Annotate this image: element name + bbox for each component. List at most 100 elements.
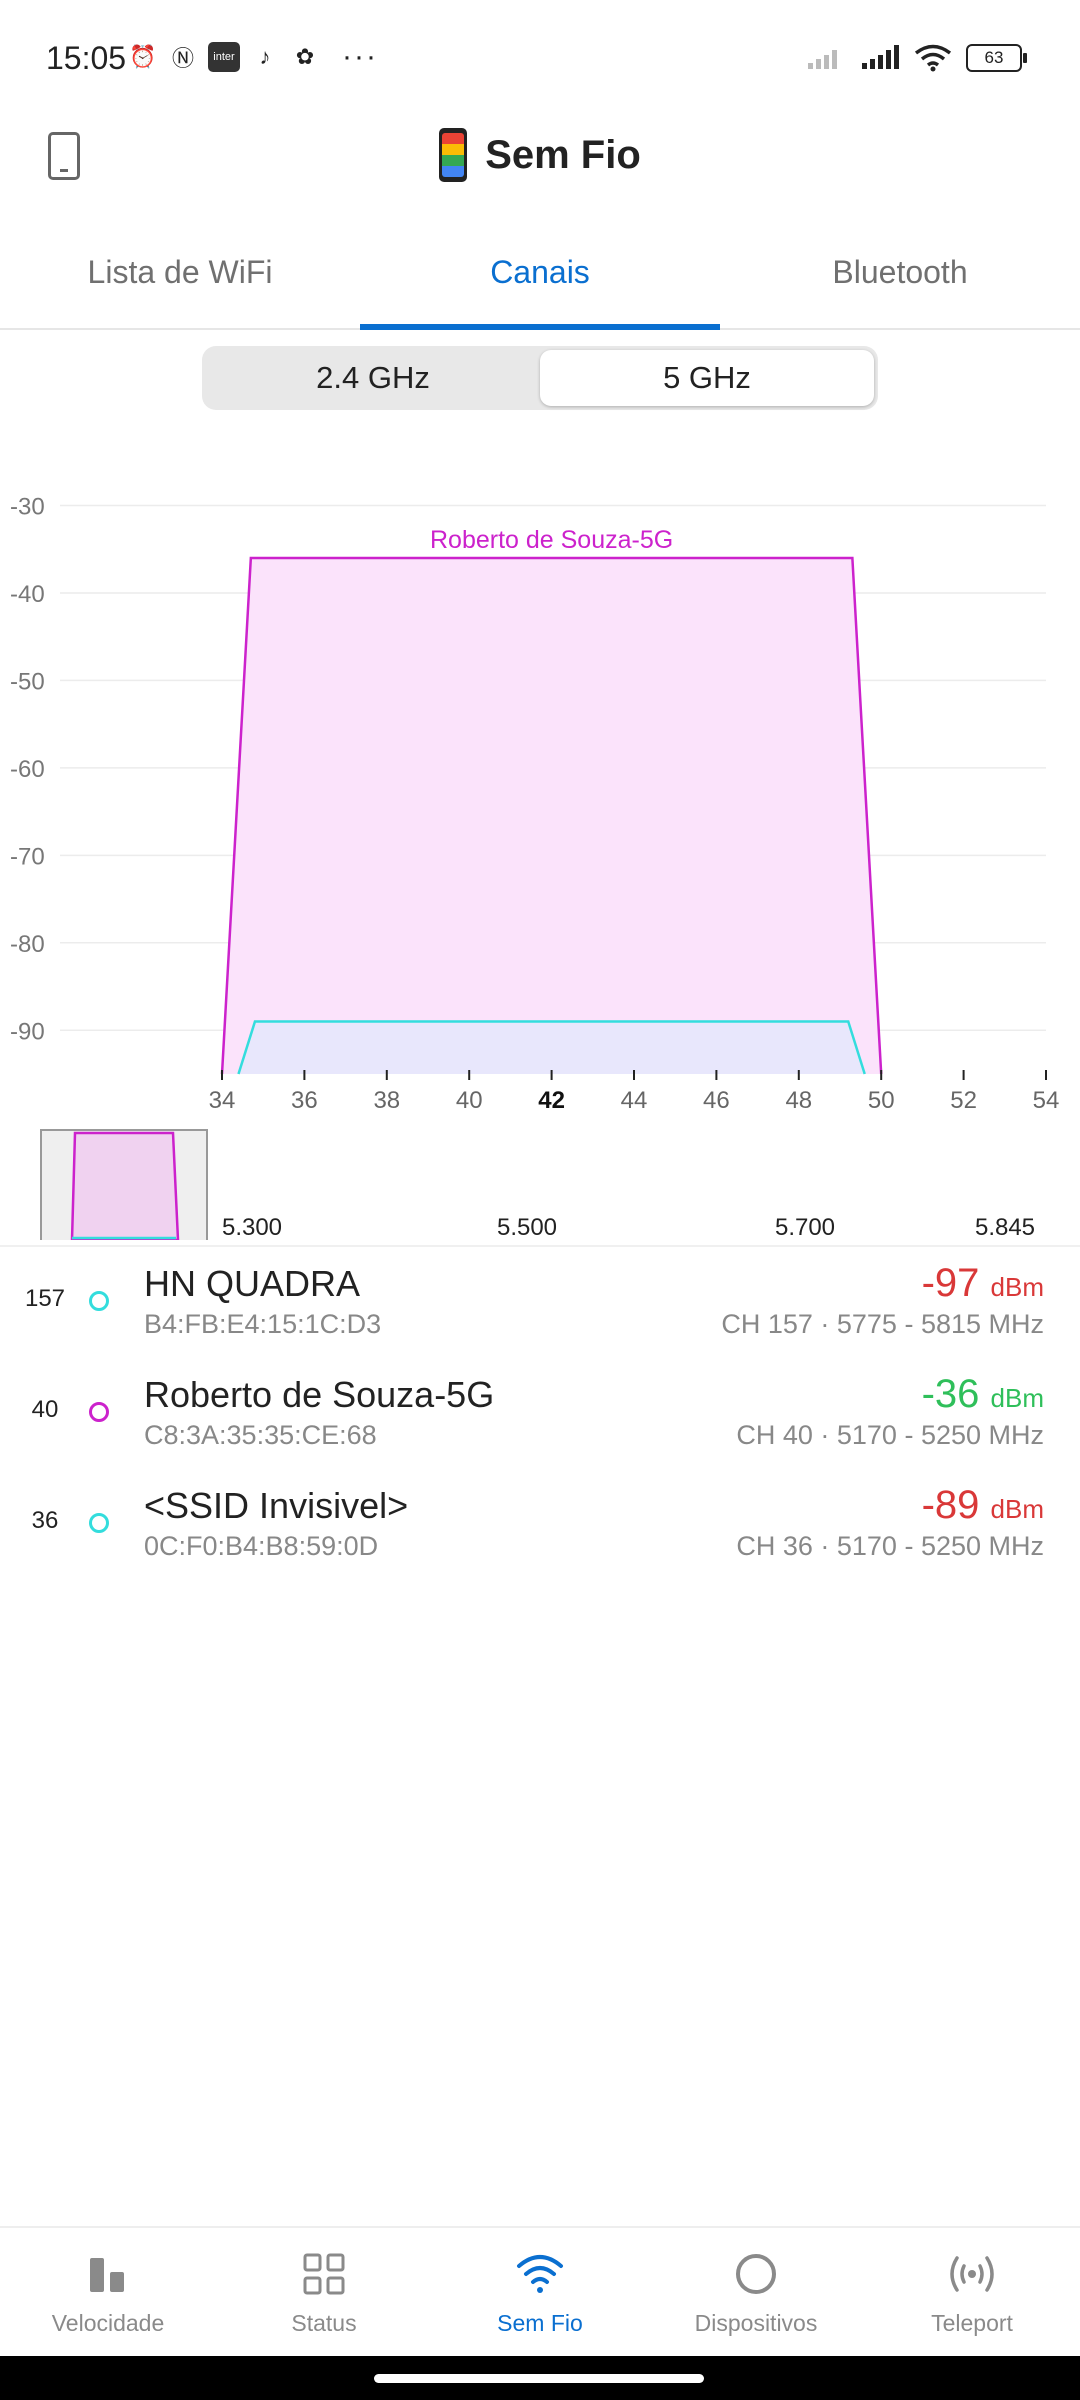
y-tick-label: -50 [10,668,45,695]
tab-channels[interactable]: Canais [360,240,720,330]
x-tick-label: 44 [621,1087,648,1114]
tab-bar: Lista de WiFi Canais Bluetooth [0,240,1080,330]
app-header: Sem Fio [0,120,1080,240]
x-tick-label: 50 [868,1087,895,1114]
ap-signal: -89 dBm [922,1483,1044,1528]
band-2-4ghz-button[interactable]: 2.4 GHz [316,360,430,395]
ap-band-info: CH 40 · 5170 - 5250 MHz [736,1420,1044,1450]
more-notifications-icon: ··· [342,40,378,73]
nav-teleport[interactable]: Teleport [864,2228,1080,2358]
series-area [238,1021,865,1074]
ap-mac: C8:3A:35:35:CE:68 [144,1420,377,1450]
ap-signal-value: -97 [921,1261,980,1305]
y-tick-label: -60 [10,756,45,783]
nav-wireless[interactable]: Sem Fio [432,2228,648,2358]
device-icon[interactable] [48,132,80,180]
tiktok-icon: ♪ [259,44,271,69]
list-item[interactable]: 36 <SSID Invisivel> 0C:F0:B4:B8:59:0D -8… [0,1469,1080,1580]
phone-logo-icon [439,128,468,182]
x-tick-label: 36 [291,1087,318,1114]
ap-channel: 36 [31,1507,59,1534]
wifi-icon [514,2248,566,2300]
list-item[interactable]: 40 Roberto de Souza-5G C8:3A:35:35:CE:68… [0,1358,1080,1469]
ap-mac: B4:FB:E4:15:1C:D3 [144,1309,382,1339]
overview-series-area [70,1131,180,1242]
y-tick-label: -40 [10,581,45,608]
circle-icon [730,2248,782,2300]
ap-ssid: HN QUADRA [144,1263,361,1304]
y-tick-label: -80 [10,931,45,958]
status-time: 15:05 [46,40,127,76]
bar-chart-icon [82,2248,134,2300]
channel-chart: -30 -40 -50 -60 -70 -80 -90 Roberto de Souza-5G… [0,440,1080,1245]
ap-ssid: Roberto de Souza-5G [144,1374,495,1415]
x-tick-label: 38 [373,1087,400,1114]
x-tick-label: 34 [209,1087,236,1114]
home-indicator[interactable] [374,2374,704,2383]
nav-label: Sem Fio [497,2310,583,2336]
inter-app-icon: inter [208,42,240,72]
band-selector: 2.4 GHz 5 GHz [202,346,878,410]
ap-signal: -36 dBm [922,1372,1044,1417]
ap-band-info: CH 36 · 5170 - 5250 MHz [736,1531,1044,1561]
overview-freq-label: 5.700 [775,1214,835,1240]
alarm-icon: ⏰ [129,44,157,69]
nav-devices[interactable]: Dispositivos [648,2228,864,2358]
tab-wifi-list[interactable]: Lista de WiFi [87,254,273,290]
ap-signal-unit: dBm [990,1272,1044,1302]
ap-signal-unit: dBm [990,1383,1044,1413]
battery-icon: 63 [966,44,1027,72]
nav-label: Status [291,2310,357,2336]
series-label: Roberto de Souza-5G [430,526,673,554]
series-line [237,1020,866,1075]
status-system-icons: 63 [806,44,1027,72]
ap-color-dot [89,1513,109,1533]
ap-ssid: <SSID Invisivel> [144,1485,409,1526]
status-bar: 15:05 ⏰ Ⓝ inter ♪ ✿ ··· 63 [0,0,1080,120]
ap-band-info: CH 157 · 5775 - 5815 MHz [721,1309,1044,1339]
access-point-list: 157 HN QUADRA B4:FB:E4:15:1C:D3 -97 dBm … [0,1245,1080,1580]
nav-label: Dispositivos [694,2310,818,2336]
overview-freq-label: 5.500 [497,1214,557,1240]
signal-icon-sim1 [862,45,899,69]
ap-signal-unit: dBm [990,1494,1044,1524]
overview-freq-label: 5.845 [975,1214,1035,1240]
bottom-nav: Velocidade Status Sem Fio Dispositivos [0,2226,1080,2358]
ap-color-dot [89,1291,109,1311]
ap-mac: 0C:F0:B4:B8:59:0D [144,1531,379,1561]
signal-icon-sim2 [808,50,837,69]
overview-freq-label: 5.300 [222,1214,282,1240]
grid-icon [298,2248,350,2300]
ap-signal-value: -89 [921,1483,980,1527]
ap-signal-value: -36 [921,1372,980,1416]
title-wrap: Sem Fio [0,128,1080,182]
x-tick-label: 48 [785,1087,812,1114]
x-tick-label: 40 [456,1087,483,1114]
list-item[interactable]: 157 HN QUADRA B4:FB:E4:15:1C:D3 -97 dBm … [0,1247,1080,1358]
nfc-icon: Ⓝ [171,46,194,71]
nav-label: Teleport [931,2310,1013,2336]
wifi-status-icon [914,44,952,72]
band-5ghz-button[interactable]: 5 GHz [540,350,874,406]
ap-channel: 40 [31,1396,59,1423]
nav-speed[interactable]: Velocidade [0,2228,216,2358]
y-tick-label: -30 [10,493,45,520]
y-tick-label: -90 [10,1018,45,1045]
channel-chart-svg: -30 -40 -50 -60 -70 -80 -90 Roberto de Souza-5G… [10,493,1060,1245]
x-tick-label: 52 [950,1087,977,1114]
series-line [220,556,883,1075]
tab-bluetooth[interactable]: Bluetooth [832,254,968,290]
page-title: Sem Fio [485,132,641,177]
x-tick-label: 54 [1033,1087,1060,1114]
x-tick-label: 42 [538,1087,565,1114]
nav-label: Velocidade [51,2310,165,2336]
x-tick-label: 46 [703,1087,730,1114]
series-area [222,557,882,1074]
ap-signal: -97 dBm [922,1261,1044,1306]
teleport-icon [946,2248,998,2300]
ap-color-dot [89,1402,109,1422]
nav-status[interactable]: Status [216,2228,432,2358]
y-tick-label: -70 [10,843,45,870]
ap-channel: 157 [24,1285,66,1312]
status-notification-icons: ⏰ Ⓝ inter ♪ ✿ ··· [128,40,378,74]
